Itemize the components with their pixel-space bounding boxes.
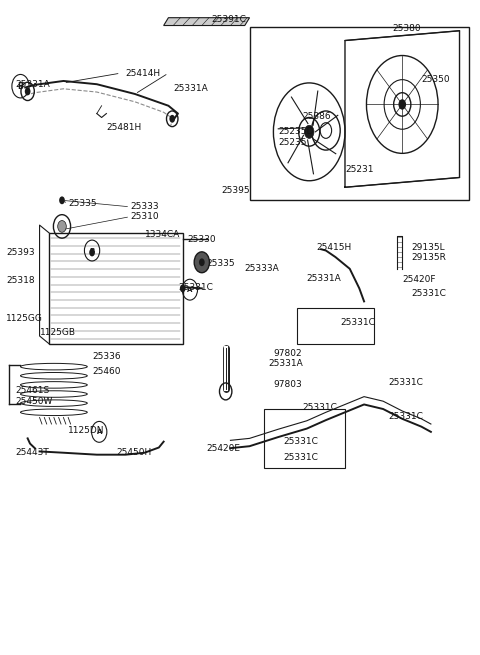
Circle shape xyxy=(25,88,31,96)
Text: 25331A: 25331A xyxy=(173,84,208,92)
Text: 25331C: 25331C xyxy=(178,282,213,291)
Text: 25331A: 25331A xyxy=(307,274,342,283)
Text: 25460: 25460 xyxy=(92,367,120,377)
Text: 25330: 25330 xyxy=(188,235,216,244)
Text: 25420E: 25420E xyxy=(206,443,240,453)
Polygon shape xyxy=(164,18,250,26)
Bar xyxy=(297,308,373,344)
Text: 29135L: 29135L xyxy=(412,244,445,252)
Text: 1334CA: 1334CA xyxy=(144,230,180,238)
Circle shape xyxy=(199,258,204,266)
Text: 25235: 25235 xyxy=(278,138,307,147)
Circle shape xyxy=(180,284,186,292)
Text: 25461S: 25461S xyxy=(16,386,50,395)
Text: 25231: 25231 xyxy=(345,165,373,174)
Text: 25450W: 25450W xyxy=(16,398,53,406)
Circle shape xyxy=(304,125,314,138)
Text: 25443T: 25443T xyxy=(16,448,49,457)
Text: 25335: 25335 xyxy=(206,259,235,268)
Circle shape xyxy=(58,221,66,233)
Text: A: A xyxy=(96,429,102,435)
Text: 25335: 25335 xyxy=(68,199,97,208)
Circle shape xyxy=(398,99,406,109)
Circle shape xyxy=(59,196,65,204)
Circle shape xyxy=(89,249,95,256)
Text: 25331C: 25331C xyxy=(388,413,423,421)
Text: 25481H: 25481H xyxy=(107,123,142,132)
Text: 25450H: 25450H xyxy=(116,448,151,457)
Text: 97803: 97803 xyxy=(274,380,302,389)
Text: 1125GG: 1125GG xyxy=(6,314,43,323)
Bar xyxy=(49,233,183,344)
Text: 25318: 25318 xyxy=(6,276,35,285)
Text: 25391C: 25391C xyxy=(211,15,246,24)
Text: 25350: 25350 xyxy=(421,75,450,84)
Text: 25331C: 25331C xyxy=(412,289,447,298)
Bar xyxy=(264,409,345,468)
Circle shape xyxy=(194,252,209,272)
Text: 25331C: 25331C xyxy=(388,379,423,388)
Text: 25386: 25386 xyxy=(302,112,331,121)
Text: 25310: 25310 xyxy=(130,212,159,221)
Text: 25331A: 25331A xyxy=(269,359,303,368)
Text: 25331A: 25331A xyxy=(16,80,50,88)
Text: 25380: 25380 xyxy=(393,24,421,33)
Text: 97802: 97802 xyxy=(274,349,302,358)
Text: 25331C: 25331C xyxy=(283,437,318,446)
Circle shape xyxy=(169,115,175,122)
Text: 1125GB: 1125GB xyxy=(39,328,75,337)
Text: 1125DN: 1125DN xyxy=(68,426,105,435)
Text: 25331C: 25331C xyxy=(283,453,318,462)
Text: B: B xyxy=(18,82,24,90)
Text: 25420F: 25420F xyxy=(402,275,436,284)
Text: 25395: 25395 xyxy=(221,186,250,195)
Text: 25393: 25393 xyxy=(6,248,35,257)
Text: 25333A: 25333A xyxy=(245,265,279,273)
Text: 25331C: 25331C xyxy=(340,318,375,327)
Text: 25333: 25333 xyxy=(130,202,159,212)
Text: B: B xyxy=(89,248,95,253)
Text: 25235D: 25235D xyxy=(278,127,313,136)
Text: 25331C: 25331C xyxy=(302,403,337,411)
Bar xyxy=(250,28,469,200)
Text: 25336: 25336 xyxy=(92,352,120,362)
Text: A: A xyxy=(187,287,192,293)
Text: 25415H: 25415H xyxy=(316,244,352,252)
Text: 25414H: 25414H xyxy=(125,69,161,78)
Text: 29135R: 29135R xyxy=(412,253,447,261)
